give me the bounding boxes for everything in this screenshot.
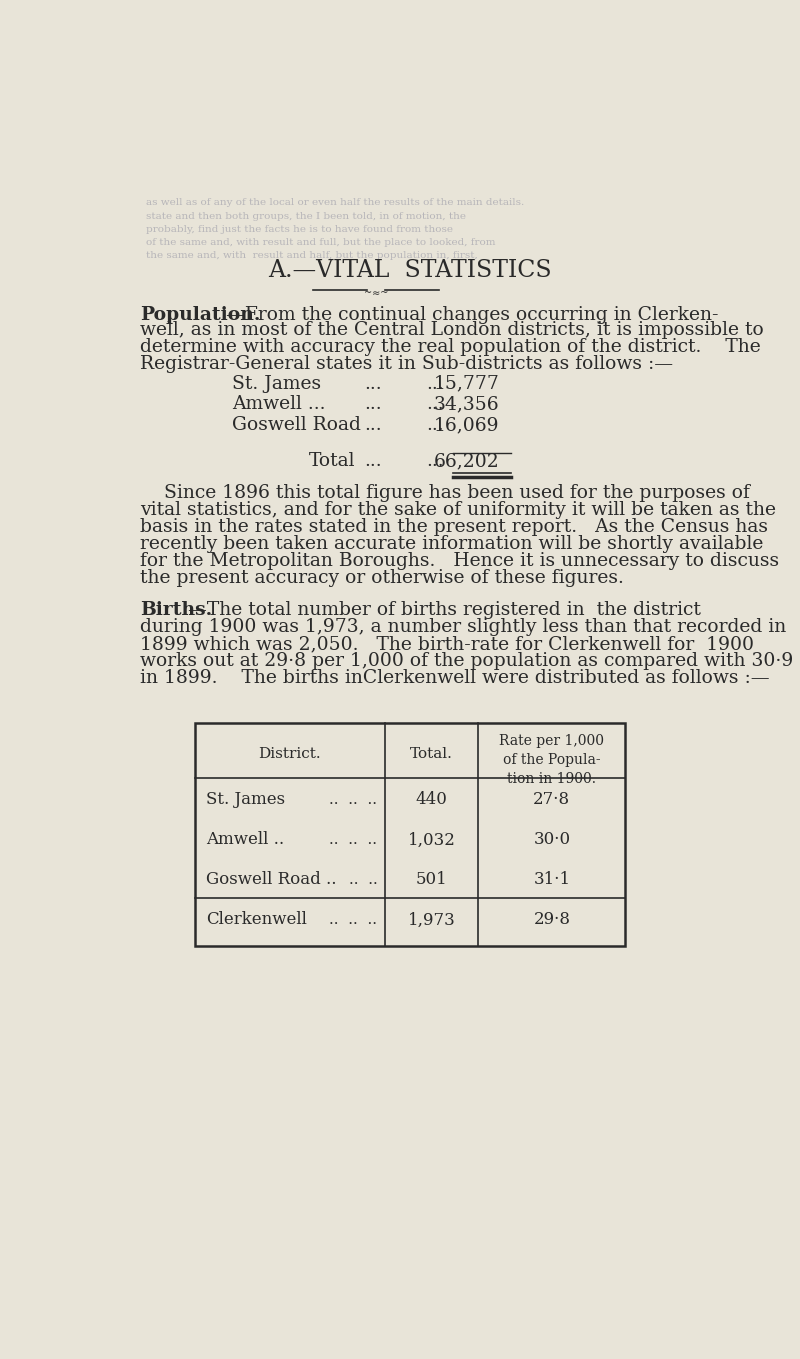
- Text: well, as in most of the Central London districts, it is impossible to: well, as in most of the Central London d…: [140, 321, 764, 338]
- Text: in 1899.    The births inClerkenwell were distributed as follows :—: in 1899. The births inClerkenwell were d…: [140, 669, 770, 686]
- Text: Amwell ..: Amwell ..: [206, 832, 284, 848]
- Text: Total: Total: [310, 453, 356, 470]
- Text: determine with accuracy the real population of the district.    The: determine with accuracy the real populat…: [140, 338, 761, 356]
- Text: ~≈~: ~≈~: [364, 288, 388, 298]
- Text: Population.: Population.: [140, 306, 261, 325]
- Text: during 1900 was 1,973, a number slightly less than that recorded in: during 1900 was 1,973, a number slightly…: [140, 618, 786, 636]
- Text: recently been taken accurate information will be shortly available: recently been taken accurate information…: [140, 535, 764, 553]
- Text: —From the continual changes occurring in Clerken-: —From the continual changes occurring in…: [226, 306, 718, 325]
- Text: Goswell Road: Goswell Road: [232, 416, 361, 435]
- Text: ...: ...: [426, 375, 444, 393]
- Text: state and then both groups, the I been told, in of motion, the: state and then both groups, the I been t…: [146, 212, 466, 220]
- Text: basis in the rates stated in the present report.   As the Census has: basis in the rates stated in the present…: [140, 518, 768, 535]
- Text: 1,973: 1,973: [408, 912, 455, 928]
- Text: 1899 which was 2,050.   The birth-rate for Clerkenwell for  1900: 1899 which was 2,050. The birth-rate for…: [140, 635, 754, 652]
- Text: ..  ..: .. ..: [349, 872, 378, 887]
- Text: St. James: St. James: [206, 791, 286, 809]
- Text: ...: ...: [364, 453, 382, 470]
- Text: 30·0: 30·0: [534, 832, 570, 848]
- Text: ...: ...: [426, 416, 444, 435]
- Text: 34,356: 34,356: [434, 395, 499, 413]
- Text: ...: ...: [364, 395, 382, 413]
- Text: Births.: Births.: [140, 601, 213, 620]
- Text: Amwell ...: Amwell ...: [232, 395, 326, 413]
- Text: 16,069: 16,069: [434, 416, 499, 435]
- Text: 27·8: 27·8: [534, 791, 570, 809]
- Text: 31·1: 31·1: [534, 871, 570, 889]
- Text: Total.: Total.: [410, 746, 453, 761]
- Text: Clerkenwell: Clerkenwell: [206, 912, 307, 928]
- Text: —The total number of births registered in  the district: —The total number of births registered i…: [188, 601, 702, 620]
- Text: probably, find just the facts he is to have found from those: probably, find just the facts he is to h…: [146, 224, 454, 234]
- Text: the present accuracy or otherwise of these figures.: the present accuracy or otherwise of the…: [140, 568, 624, 587]
- Text: ..  ..  ..: .. .. ..: [330, 833, 378, 847]
- Text: St. James: St. James: [232, 375, 321, 393]
- Bar: [194, 723, 626, 946]
- Text: ..  ..  ..: .. .. ..: [330, 792, 378, 807]
- Text: ...: ...: [364, 416, 382, 435]
- Text: 1,032: 1,032: [408, 832, 456, 848]
- Text: A.—VITAL  STATISTICS: A.—VITAL STATISTICS: [268, 260, 552, 283]
- Text: Goswell Road ..: Goswell Road ..: [206, 871, 337, 889]
- Text: ...: ...: [364, 375, 382, 393]
- Text: of the same and, with result and full, but the place to looked, from: of the same and, with result and full, b…: [146, 238, 496, 247]
- Text: as well as of any of the local or even half the results of the main details.: as well as of any of the local or even h…: [146, 198, 525, 208]
- Text: vital statistics, and for the sake of uniformity it will be taken as the: vital statistics, and for the sake of un…: [140, 501, 776, 519]
- Text: 29·8: 29·8: [534, 912, 570, 928]
- Text: works out at 29·8 per 1,000 of the population as compared with 30·9: works out at 29·8 per 1,000 of the popul…: [140, 652, 794, 670]
- Text: Registrar-General states it in Sub-districts as follows :—: Registrar-General states it in Sub-distr…: [140, 355, 674, 372]
- Text: 15,777: 15,777: [434, 375, 499, 393]
- Text: ...: ...: [426, 395, 444, 413]
- Text: ...: ...: [426, 453, 444, 470]
- Text: for the Metropolitan Boroughs.   Hence it is unnecessary to discuss: for the Metropolitan Boroughs. Hence it …: [140, 552, 779, 569]
- Text: ..  ..  ..: .. .. ..: [330, 913, 378, 927]
- Text: 66,202: 66,202: [434, 453, 499, 470]
- Text: 501: 501: [416, 871, 447, 889]
- Text: Rate per 1,000
of the Popula-
tion in 1900.: Rate per 1,000 of the Popula- tion in 19…: [499, 734, 604, 786]
- Text: Since 1896 this total figure has been used for the purposes of: Since 1896 this total figure has been us…: [140, 484, 750, 501]
- Text: 440: 440: [416, 791, 448, 809]
- Text: District.: District.: [258, 746, 321, 761]
- Text: the same and, with  result and half, but the population in, first,: the same and, with result and half, but …: [146, 251, 478, 260]
